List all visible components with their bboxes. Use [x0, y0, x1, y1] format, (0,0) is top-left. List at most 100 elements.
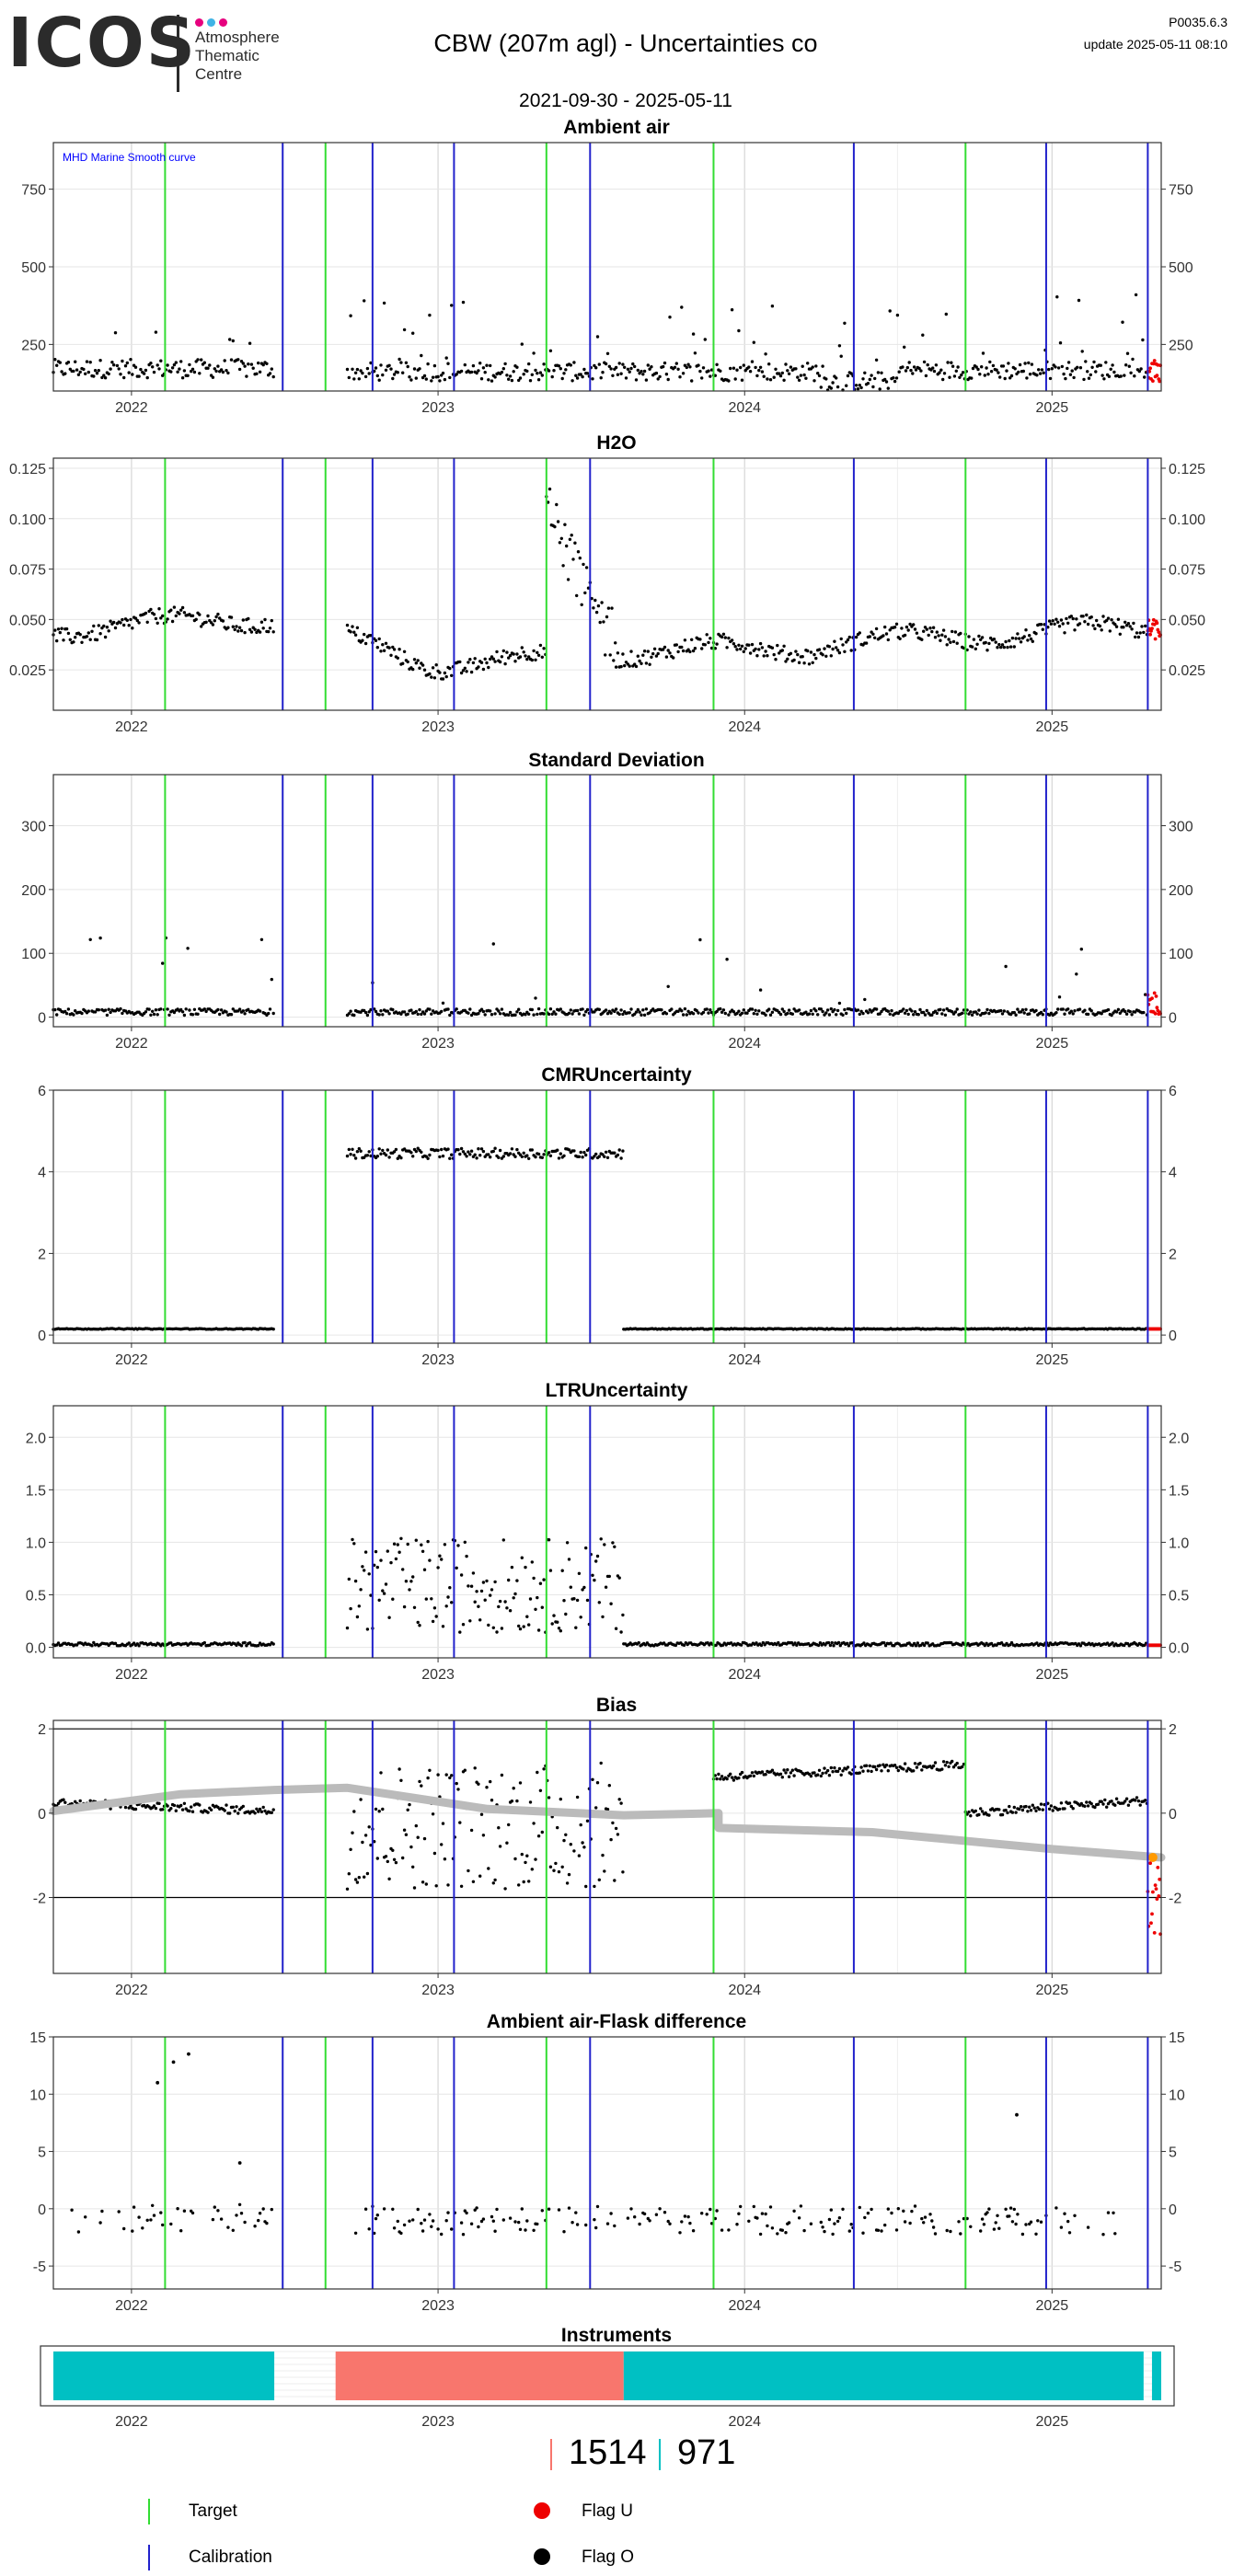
- data-point: [651, 1007, 655, 1011]
- data-point: [902, 1007, 905, 1011]
- data-point: [557, 364, 561, 368]
- data-point: [876, 2228, 881, 2232]
- data-point: [755, 1641, 758, 1645]
- data-point: [688, 365, 692, 369]
- data-point: [467, 1584, 470, 1588]
- data-point: [1083, 1008, 1087, 1012]
- data-point: [569, 1585, 572, 1589]
- y-tick-label-right: 0.125: [1169, 462, 1205, 477]
- data-point: [1134, 1799, 1137, 1802]
- data-point: [582, 367, 586, 372]
- data-point: [414, 1823, 418, 1828]
- data-point: [369, 1843, 373, 1847]
- data-point: [880, 1769, 883, 1773]
- data-point: [1012, 1010, 1017, 1015]
- data-point: [582, 1585, 586, 1590]
- data-point: [905, 365, 909, 370]
- data-point: [754, 1008, 757, 1013]
- data-point: [552, 1614, 556, 1617]
- data-point: [861, 377, 865, 381]
- data-point: [257, 1810, 260, 1813]
- data-point: [270, 1811, 273, 1815]
- data-point: [85, 635, 89, 638]
- data-point: [1110, 1013, 1113, 1018]
- data-point: [991, 363, 996, 368]
- y-tick-label-left: 6: [38, 1084, 46, 1099]
- flag-u-point: [1157, 630, 1161, 634]
- data-point: [485, 363, 489, 367]
- data-point: [648, 662, 651, 666]
- data-point: [921, 333, 925, 337]
- data-point: [508, 1010, 513, 1015]
- data-point: [98, 2221, 102, 2225]
- data-point: [1134, 635, 1137, 639]
- data-point: [758, 2232, 763, 2237]
- data-point: [548, 1154, 553, 1158]
- data-point: [782, 644, 786, 648]
- data-point: [931, 626, 936, 629]
- data-point: [787, 1008, 791, 1012]
- data-point: [512, 1596, 515, 1600]
- data-point: [1101, 1802, 1105, 1806]
- data-point: [918, 1761, 922, 1765]
- data-point: [347, 1012, 351, 1016]
- data-point: [450, 2227, 454, 2231]
- data-point: [969, 2225, 973, 2228]
- data-point: [436, 1773, 440, 1777]
- panel-title: Instruments: [561, 2325, 672, 2346]
- data-point: [431, 2219, 435, 2223]
- data-point: [465, 1155, 468, 1158]
- data-point: [575, 376, 580, 380]
- data-point: [225, 369, 228, 373]
- data-point: [923, 1013, 928, 1017]
- data-point: [461, 1150, 466, 1154]
- data-point: [794, 650, 798, 653]
- data-point: [105, 626, 109, 629]
- y-tick-label-left: 0: [38, 1011, 46, 1027]
- data-point: [259, 620, 264, 624]
- data-point: [910, 2209, 914, 2214]
- data-point: [801, 364, 804, 368]
- data-point: [1083, 1804, 1087, 1809]
- data-point: [573, 541, 577, 545]
- data-point: [133, 616, 138, 620]
- data-point: [611, 374, 615, 377]
- data-point: [768, 378, 773, 382]
- data-point: [180, 605, 185, 610]
- data-point: [431, 1812, 435, 1816]
- data-point: [595, 1781, 600, 1785]
- data-point: [399, 1012, 403, 1016]
- data-point: [817, 374, 822, 378]
- data-point: [778, 374, 783, 378]
- data-point: [418, 367, 421, 371]
- x-tick-label: 2023: [421, 1983, 455, 1998]
- data-point: [941, 628, 946, 632]
- data-point: [90, 629, 94, 633]
- data-point: [536, 1012, 539, 1017]
- data-point: [235, 1805, 238, 1809]
- y-tick-label-right: 10: [1169, 2087, 1185, 2103]
- data-point: [768, 2205, 773, 2209]
- y-tick-label-right: 300: [1169, 819, 1193, 834]
- data-point: [757, 1009, 761, 1013]
- data-point: [527, 1012, 531, 1017]
- flag-u-point: [1148, 632, 1152, 637]
- data-point: [367, 1010, 371, 1014]
- data-point: [729, 366, 732, 371]
- data-point: [88, 361, 92, 364]
- data-point: [758, 641, 763, 646]
- x-tick-label: 2025: [1036, 2414, 1069, 2429]
- data-point: [878, 1764, 882, 1767]
- data-point: [520, 1155, 524, 1159]
- data-point: [396, 371, 399, 374]
- data-point: [420, 1150, 423, 1155]
- data-point: [931, 2225, 936, 2229]
- data-point: [365, 1627, 370, 1631]
- data-point: [1037, 368, 1041, 372]
- data-point: [606, 606, 611, 610]
- data-point: [698, 937, 702, 942]
- data-point: [878, 1012, 882, 1016]
- data-point: [377, 1147, 381, 1151]
- data-point: [190, 1810, 195, 1813]
- data-point: [727, 636, 731, 640]
